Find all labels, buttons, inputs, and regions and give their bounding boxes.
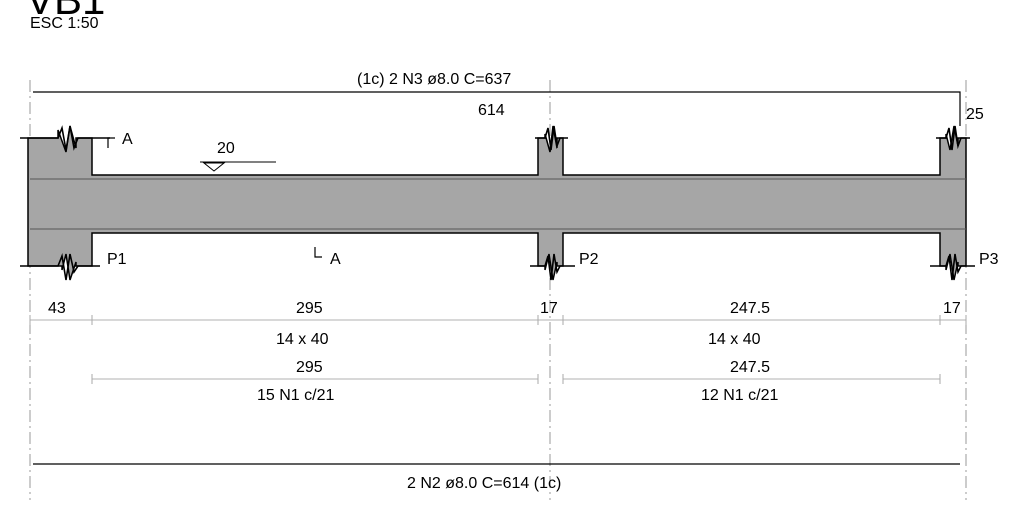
span1-stirrup-length: 295 (296, 359, 323, 376)
break-lines (20, 125, 975, 281)
top-rebar-label: (1c) 2 N3 ø8.0 C=637 (357, 71, 511, 88)
support-label-p2: P2 (579, 251, 599, 268)
dim-label-span2: 247.5 (730, 300, 770, 317)
beam-concrete (27, 125, 967, 281)
dim-label-col-p3: 17 (943, 300, 961, 317)
break-line-p1-top (20, 125, 110, 151)
section-cut-bottom-mark (314, 247, 322, 258)
top-rebar-hook: 25 (966, 106, 984, 123)
support-label-p1: P1 (107, 251, 127, 268)
bottom-rebar-label: 2 N2 ø8.0 C=614 (1c) (407, 475, 561, 492)
dim-label-span1: 295 (296, 300, 323, 317)
span1-section: 14 x 40 (276, 331, 329, 348)
break-line-p3-top (936, 125, 970, 151)
break-line-p2-bottom (530, 253, 575, 281)
dim-label-col-p1: 43 (48, 300, 66, 317)
span2-stirrups: 12 N1 c/21 (701, 387, 778, 404)
beam-height-mark: 20 (217, 140, 235, 157)
axis-lines (29, 80, 967, 500)
section-cut-top-label: A (122, 131, 133, 148)
section-cut-top-mark (107, 137, 115, 148)
dim-label-col-p2: 17 (540, 300, 558, 317)
dim-ticks-row1 (29, 315, 967, 325)
break-line-p1-bottom (20, 253, 100, 281)
top-rebar-length: 614 (478, 102, 505, 119)
support-label-p3: P3 (979, 251, 999, 268)
section-cut-bottom-label: A (330, 251, 341, 268)
top-rebar-line (33, 91, 961, 126)
span2-section: 14 x 40 (708, 331, 761, 348)
dim-ticks-row2 (91, 374, 941, 384)
span2-stirrup-length: 247.5 (730, 359, 770, 376)
span1-stirrups: 15 N1 c/21 (257, 387, 334, 404)
break-line-p2-top (535, 125, 568, 151)
drawing-scale: ESC 1:50 (30, 15, 99, 32)
break-line-p3-bottom (930, 253, 975, 281)
level-mark-triangle (202, 162, 226, 172)
drawing-title: VB1 (26, 0, 105, 23)
